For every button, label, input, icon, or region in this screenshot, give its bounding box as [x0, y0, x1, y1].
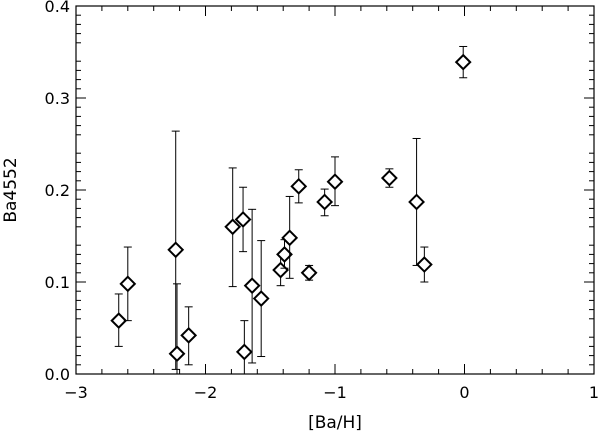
x-axis-label: [Ba/H]: [308, 413, 362, 433]
diamond-marker: [290, 177, 308, 195]
data-point: [281, 195, 299, 279]
data-point: [243, 208, 261, 364]
diamond-marker: [110, 312, 128, 330]
data-point: [110, 293, 128, 347]
diamond-marker: [300, 264, 318, 282]
data-point: [235, 320, 253, 375]
data-point: [119, 246, 137, 322]
y-tick-label: 0.1: [45, 273, 70, 292]
data-point: [252, 240, 270, 358]
data-point: [380, 168, 398, 188]
y-tick-label: 0.4: [45, 0, 70, 16]
diamond-marker: [119, 275, 137, 293]
data-point: [290, 169, 308, 204]
diamond-marker: [415, 256, 433, 273]
diamond-marker: [235, 343, 253, 361]
x-tick-label: 0: [459, 383, 469, 402]
y-tick-label: 0.2: [45, 181, 70, 200]
diamond-marker: [316, 193, 334, 211]
data-point: [167, 130, 185, 370]
y-axis-ticks: 0.0 0.1 0.2 0.3 0.4: [45, 0, 594, 384]
data-point: [415, 246, 433, 283]
data-point: [454, 45, 472, 79]
diamond-marker: [380, 169, 398, 187]
data-point: [180, 306, 198, 366]
diamond-marker: [167, 241, 185, 259]
diamond-marker: [168, 345, 186, 363]
data-point: [316, 188, 334, 217]
diamond-marker: [408, 193, 425, 211]
diamond-marker: [224, 218, 242, 236]
x-tick-label: −3: [64, 383, 88, 402]
data-point: [224, 167, 242, 288]
data-points: [110, 45, 472, 375]
diamond-marker: [252, 290, 270, 307]
diamond-marker: [243, 277, 261, 295]
diamond-marker: [281, 229, 299, 247]
diamond-marker: [276, 245, 293, 263]
diamond-marker: [272, 261, 290, 279]
x-tick-label: −1: [323, 383, 347, 402]
diamond-marker: [180, 326, 198, 344]
y-tick-label: 0.0: [45, 365, 70, 384]
y-tick-label: 0.3: [45, 89, 70, 108]
data-point: [326, 156, 344, 207]
y-axis-label: Ba4552: [1, 157, 21, 222]
diamond-marker: [454, 53, 472, 71]
diamond-marker: [326, 173, 344, 191]
x-axis-ticks: −3 −2 −1 0 1: [64, 6, 599, 402]
data-point: [408, 137, 425, 266]
diamond-marker: [234, 211, 252, 228]
x-tick-label: −2: [194, 383, 218, 402]
x-tick-label: 1: [589, 383, 599, 402]
data-point: [168, 283, 186, 375]
data-point: [300, 264, 318, 282]
data-point: [234, 186, 252, 253]
data-point: [276, 239, 293, 269]
